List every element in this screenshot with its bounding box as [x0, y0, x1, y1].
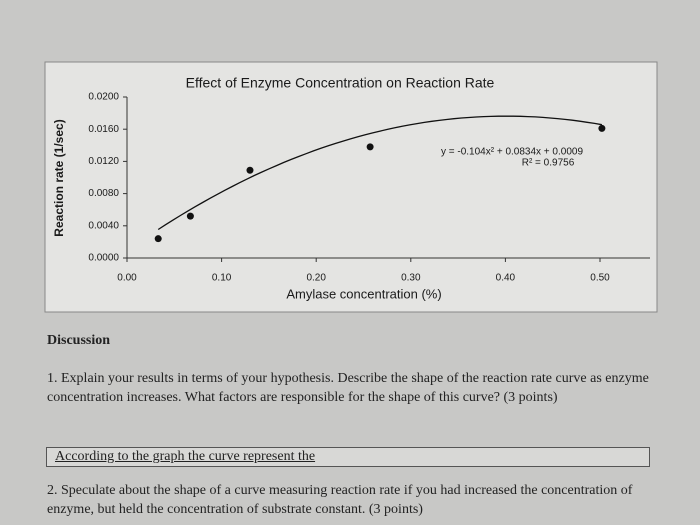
- question: 2. Speculate about the shape of a curve …: [47, 483, 633, 517]
- y-tick-label: 0.0200: [88, 92, 119, 103]
- y-tick-label: 0.0040: [88, 220, 119, 231]
- data-point: [366, 143, 374, 151]
- y-tick-label: 0.0080: [88, 188, 119, 199]
- chart-area: [44, 61, 658, 313]
- x-tick-label: 0.20: [306, 273, 326, 284]
- chart-title: Effect of Enzyme Concentration on Reacti…: [186, 75, 495, 91]
- y-tick-label: 0.0160: [88, 124, 119, 135]
- x-axis-title: Amylase concentration (%): [286, 286, 441, 301]
- answer-box[interactable]: According to the graph the curve represe…: [46, 447, 650, 467]
- data-point: [186, 212, 194, 220]
- x-tick-label: 0.30: [401, 273, 421, 284]
- y-axis-title: Reaction rate (1/sec): [52, 119, 66, 236]
- x-tick-label: 0.40: [496, 273, 516, 284]
- data-point: [598, 124, 606, 132]
- discussion-heading: Discussion: [47, 333, 111, 348]
- x-tick-label: 0.00: [117, 273, 137, 284]
- y-tick-label: 0.0120: [88, 156, 119, 167]
- trendline: [157, 115, 603, 231]
- x-tick-label: 0.10: [212, 273, 232, 284]
- y-tick-label: 0.0000: [88, 253, 119, 264]
- trendline-equation: y = -0.104x² + 0.0834x + 0.0009: [441, 147, 583, 158]
- data-point: [154, 235, 162, 243]
- data-point: [246, 166, 254, 174]
- x-tick-label: 0.50: [590, 273, 610, 284]
- chart: Effect of Enzyme Concentration on Reacti…: [44, 61, 658, 313]
- trendline-r2: R² = 0.9756: [522, 158, 575, 169]
- question: 1. Explain your results in terms of your…: [47, 371, 649, 405]
